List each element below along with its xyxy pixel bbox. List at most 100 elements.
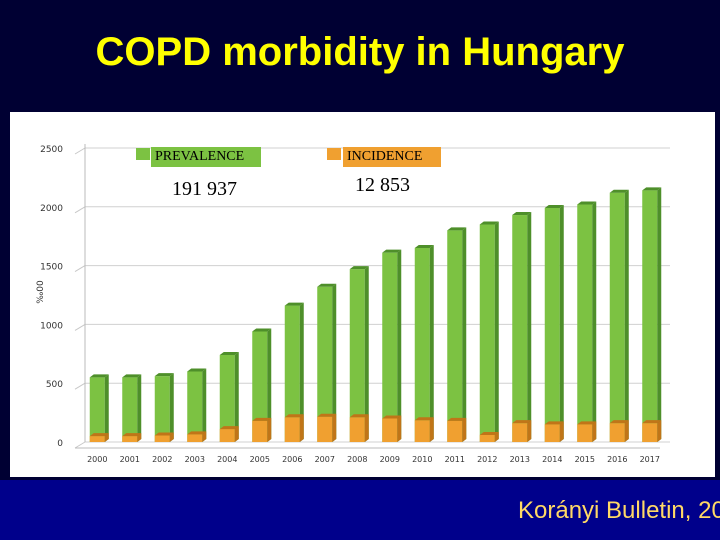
source-citation: Korányi Bulletin, 20 [518, 497, 720, 524]
prevalence-bar-side [624, 189, 629, 442]
prevalence-bar [349, 269, 365, 442]
y-tick-label: 500 [46, 380, 63, 390]
x-tick-label: 2012 [477, 455, 497, 464]
gridline-depth [74, 441, 86, 449]
prevalence-bar-top [479, 221, 499, 225]
incidence-bar-top [642, 420, 662, 424]
x-tick-label: 2004 [217, 455, 237, 464]
chart-panel: 0 500 1000 1500 2000 2500 ‰00 2000 2001 2002 2003 2… [10, 112, 715, 477]
incidence-bar [349, 417, 365, 442]
prevalence-legend-swatch [136, 148, 150, 160]
prevalence-bar [512, 215, 528, 442]
incidence-bar-top [89, 433, 109, 437]
incidence-legend-label: INCIDENCE [343, 147, 441, 167]
prevalence-bar-top [349, 266, 369, 270]
incidence-bar-top [252, 417, 272, 421]
incidence-bar-side [429, 417, 434, 442]
y-tick-label: 2000 [40, 204, 63, 214]
prevalence-bar-side [397, 249, 402, 442]
incidence-bar [317, 416, 333, 442]
incidence-bar-side [332, 413, 337, 442]
incidence-bar-top [544, 421, 564, 425]
slide-title: COPD morbidity in Hungary [95, 30, 625, 74]
prevalence-bar-side [299, 302, 304, 442]
prevalence-bar-top [89, 374, 109, 378]
prevalence-bar-side [169, 373, 174, 442]
incidence-bar-side [234, 426, 239, 442]
prevalence-bar [577, 204, 593, 442]
x-tick-label: 2007 [315, 455, 335, 464]
prevalence-bar-side [592, 201, 597, 442]
prevalence-bar-top [154, 373, 174, 377]
gridline-depth [74, 382, 86, 390]
prevalence-value: 191 937 [172, 178, 237, 200]
prevalence-bar-top [447, 227, 467, 231]
incidence-bar-side [202, 431, 207, 442]
incidence-bar-side [299, 414, 304, 442]
prevalence-bar-side [494, 221, 499, 442]
incidence-bar-top [382, 415, 402, 419]
prevalence-bar [252, 331, 268, 442]
incidence-bar-top [447, 417, 467, 421]
incidence-bar [219, 429, 235, 442]
prevalence-bar [317, 286, 333, 442]
prevalence-bar-side [657, 187, 662, 442]
prevalence-bar [187, 371, 203, 442]
incidence-bar [544, 424, 560, 442]
prevalence-bar-side [137, 374, 142, 442]
prevalence-bar-side [559, 204, 564, 442]
y-tick-label: 1000 [40, 321, 63, 331]
incidence-bar [447, 420, 463, 442]
incidence-bar-top [577, 421, 597, 425]
incidence-bar [187, 434, 203, 442]
incidence-bar [609, 423, 625, 442]
prevalence-bar-side [462, 227, 467, 442]
incidence-bar-side [494, 431, 499, 442]
prevalence-bar-side [332, 283, 337, 442]
x-tick-label: 2003 [185, 455, 205, 464]
x-tick-label: 2008 [347, 455, 367, 464]
prevalence-bar [382, 252, 398, 442]
prevalence-bar-side [527, 212, 532, 442]
y-tick-label: 0 [57, 439, 63, 449]
prevalence-bar [414, 247, 430, 442]
prevalence-bar [447, 230, 463, 442]
prevalence-bar-side [202, 368, 207, 442]
footer-bar [0, 480, 720, 540]
prevalence-bar-side [364, 266, 369, 442]
prevalence-bar-side [267, 328, 272, 442]
incidence-bar-side [364, 414, 369, 442]
prevalence-bar-top [219, 351, 239, 355]
incidence-bar-top [219, 426, 239, 430]
incidence-bar-side [267, 417, 272, 442]
incidence-bar [284, 417, 300, 442]
incidence-bar [89, 436, 105, 442]
x-tick-label: 2015 [575, 455, 595, 464]
prevalence-bar-top [252, 328, 272, 332]
y-tick-label: 2500 [40, 145, 63, 155]
bar-chart: 0 500 1000 1500 2000 2500 ‰00 2000 2001 2002 2003 2… [36, 144, 670, 464]
prevalence-bar [219, 354, 235, 442]
prevalence-bar-top [187, 368, 207, 372]
x-tick-label: 2016 [607, 455, 627, 464]
incidence-value: 12 853 [355, 174, 410, 196]
x-tick-label: 2002 [152, 455, 172, 464]
prevalence-legend-label: PREVALENCE [151, 147, 261, 167]
incidence-bar-side [657, 420, 662, 442]
prevalence-bar-top [382, 249, 402, 253]
gridline-depth [74, 206, 86, 214]
prevalence-bar [89, 377, 105, 442]
incidence-bar-top [512, 420, 532, 424]
prevalence-bar [642, 190, 658, 442]
incidence-bar-top [284, 414, 304, 418]
incidence-bar-side [462, 417, 467, 442]
x-tick-label: 2005 [250, 455, 270, 464]
prevalence-bar-top [122, 374, 142, 378]
incidence-bar-side [527, 420, 532, 442]
incidence-bar [642, 423, 658, 442]
incidence-bar-top [122, 433, 142, 437]
x-tick-label: 2006 [282, 455, 302, 464]
prevalence-bar [122, 377, 138, 442]
prevalence-bar [479, 224, 495, 442]
incidence-bar-top [479, 431, 499, 435]
